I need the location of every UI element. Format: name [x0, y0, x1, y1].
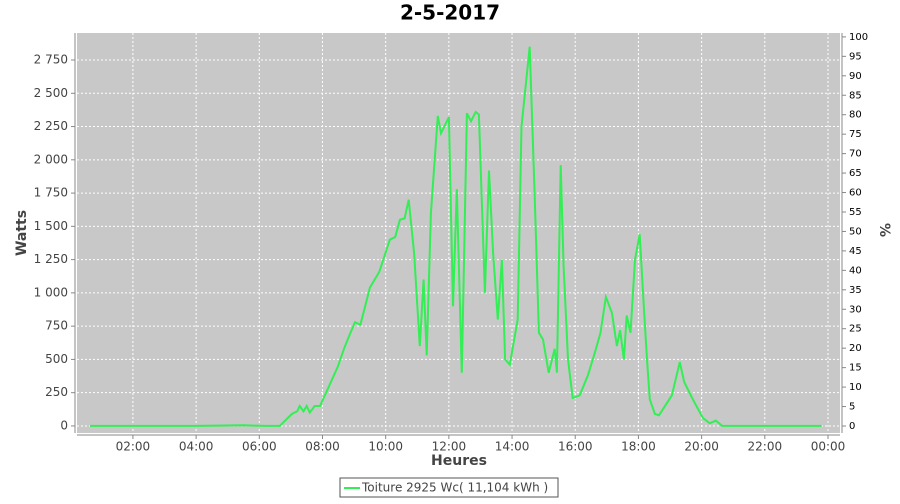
y2-tick-label: 35 — [849, 285, 862, 296]
y2-tick-label: 50 — [849, 226, 862, 237]
x-tick-label: 20:00 — [684, 440, 719, 454]
legend-box — [339, 477, 559, 498]
y2-tick-label: 95 — [849, 51, 862, 62]
x-tick-label: 08:00 — [305, 440, 340, 454]
x-tick-label: 12:00 — [432, 440, 467, 454]
y2-tick-label: 20 — [849, 343, 862, 354]
y2-axis-label: % — [876, 223, 892, 237]
x-tick-label: 18:00 — [621, 440, 656, 454]
y2-tick-label: 55 — [849, 207, 862, 218]
x-tick-label: 16:00 — [558, 440, 593, 454]
y2-tick-label: 15 — [849, 363, 862, 374]
y2-tick-label: 65 — [849, 168, 862, 179]
y-tick-label: 0 — [60, 418, 68, 432]
y-tick-label: 500 — [45, 352, 68, 366]
x-tick-label: 02:00 — [116, 440, 151, 454]
x-tick-label: 10:00 — [368, 440, 403, 454]
legend: Toiture 2925 Wc( 11,104 kWh ) — [339, 477, 559, 498]
y-tick-label: 750 — [45, 319, 68, 333]
y2-tick-label: 90 — [849, 71, 862, 82]
x-axis-label: Heures — [431, 453, 487, 469]
y2-tick-label: 70 — [849, 149, 862, 160]
y2-tick-label: 60 — [849, 188, 862, 199]
y2-tick-label: 0 — [849, 421, 855, 432]
y-tick-label: 2 250 — [34, 119, 68, 133]
y2-tick-label: 100 — [849, 32, 868, 43]
x-tick-label: 14:00 — [495, 440, 530, 454]
x-tick-label: 06:00 — [242, 440, 277, 454]
x-tick-label: 22:00 — [748, 440, 783, 454]
y-tick-label: 2 500 — [34, 86, 68, 100]
y-tick-label: 1 250 — [34, 252, 68, 266]
y-axis-label: Watts — [14, 210, 30, 256]
y2-tick-label: 45 — [849, 246, 862, 257]
y-tick-label: 2 000 — [34, 152, 68, 166]
y2-tick-label: 5 — [849, 402, 855, 413]
y2-tick-label: 80 — [849, 110, 862, 121]
y-tick-label: 1 000 — [34, 285, 68, 299]
marks — [90, 46, 822, 427]
chart-title: 2-5-2017 — [400, 1, 500, 25]
y2-tick-label: 75 — [849, 129, 862, 140]
y-tick-label: 250 — [45, 385, 68, 399]
y-tick-label: 2 750 — [34, 53, 68, 67]
y-tick-label: 1 500 — [34, 219, 68, 233]
y-tick-label: 1 750 — [34, 186, 68, 200]
x-tick-label: 00:00 — [811, 440, 846, 454]
y2-tick-label: 40 — [849, 265, 862, 276]
x-tick-label: 04:00 — [179, 440, 214, 454]
legend-label: Toiture 2925 Wc( 11,104 kWh ) — [361, 481, 548, 495]
series-line — [90, 46, 822, 427]
y2-tick-label: 25 — [849, 324, 862, 335]
y2-tick-label: 30 — [849, 304, 862, 315]
y2-tick-label: 85 — [849, 90, 862, 101]
y2-tick-label: 10 — [849, 382, 862, 393]
